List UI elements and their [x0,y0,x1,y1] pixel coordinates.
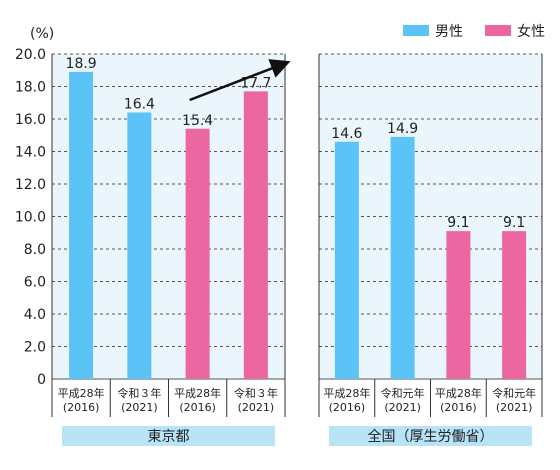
bar-male [127,112,152,379]
legend-swatch [485,25,511,36]
y-tick-label: 14.0 [15,145,46,161]
category-label-year: (2021) [238,401,275,414]
bar-value-label: 18.9 [66,56,97,72]
legend-swatch [403,25,429,36]
bar-female [502,231,527,379]
category-label-year: (2016) [329,401,366,414]
y-tick-label: 6.0 [24,275,46,291]
category-label-year: (2021) [121,401,158,414]
category-label-year: (2016) [179,401,216,414]
y-tick-label: 0 [37,372,46,388]
bar-female [243,91,268,379]
bar-male [69,71,94,379]
y-tick-label: 8.0 [24,242,46,258]
bar-value-label: 16.4 [124,97,155,113]
y-tick-label: 16.0 [15,112,46,128]
category-label-era: 平成28年 [58,386,105,400]
bar-value-label: 14.9 [387,121,418,137]
bar-female [185,128,210,379]
group-label-band [329,426,532,446]
y-tick-label: 20.0 [15,47,46,63]
category-label-year: (2021) [384,401,421,414]
category-label-era: 令和３年 [234,386,278,400]
trend-arrow [189,59,291,102]
legend-label: 女性 [517,23,545,40]
category-label-era: 平成28年 [435,386,482,400]
y-tick-label: 4.0 [24,307,46,323]
category-label-era: 平成28年 [174,386,221,400]
panel-1: 18.9平成28年(2016)16.4令和３年(2021)15.4平成28年(2… [51,53,291,446]
category-label-era: 令和元年 [381,386,425,400]
bar-value-label: 9.1 [447,215,469,231]
y-tick-label: 18.0 [15,80,46,96]
y-unit-label: (%) [30,26,54,42]
category-label-era: 令和３年 [117,386,161,400]
bar-value-label: 9.1 [503,215,525,231]
category-label-year: (2016) [63,401,100,414]
y-tick-label: 12.0 [15,177,46,193]
group-label-band [62,426,275,446]
group-label: 東京都 [148,429,190,445]
category-label-era: 令和元年 [492,386,536,400]
y-tick-label: 2.0 [24,340,46,356]
y-tick-label: 10.0 [15,210,46,226]
category-label-year: (2021) [496,401,533,414]
category-label-year: (2016) [440,401,477,414]
bar-female [446,231,471,379]
legend-label: 男性 [435,24,463,40]
bar-male [390,136,415,379]
category-label-era: 平成28年 [323,386,370,400]
group-label: 全国（厚生労働省） [368,428,494,445]
bar-male [334,141,359,379]
panel-2: 14.6平成28年(2016)14.9令和元年(2021)9.1平成28年(20… [318,53,543,446]
bar-value-label: 14.6 [331,126,362,142]
bar-value-label: 15.4 [182,113,213,129]
bar-value-label: 17.7 [240,75,271,91]
